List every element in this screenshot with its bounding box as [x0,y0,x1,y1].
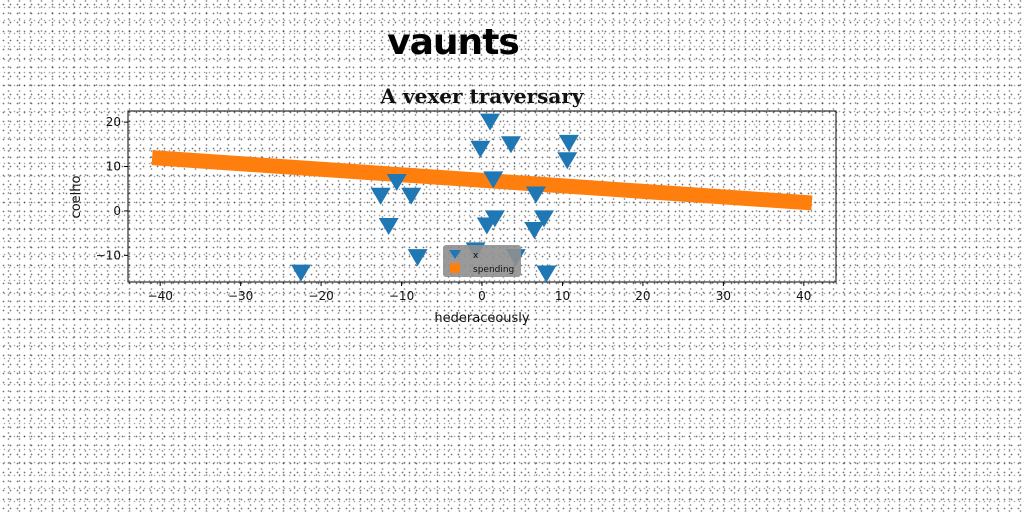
y-axis-ticks: −10 0 10 20 [96,115,128,262]
data-point [378,217,399,235]
x-tick-label: 0 [478,289,486,303]
x-tick-label: 20 [635,289,650,303]
data-point [407,249,428,267]
x-tick-label: 40 [796,289,811,303]
chart-title: A vexer traversary [380,84,584,108]
y-tick-label: 10 [106,160,121,174]
legend-label-spending: spending [473,265,514,275]
x-tick-label: −20 [308,289,333,303]
data-point [470,140,491,158]
data-point [386,174,407,192]
x-tick-label: 10 [555,289,570,303]
legend-marker-spending [450,263,460,273]
y-tick-label: 20 [106,115,121,129]
legend-box [443,245,521,277]
y-tick-label: 0 [113,204,121,218]
x-tick-label: −40 [148,289,173,303]
series-line-spending [151,150,813,211]
data-point [525,186,546,204]
data-point [290,264,311,282]
data-point [557,152,578,170]
x-axis-label: hederaceously [434,311,530,326]
x-tick-label: −30 [228,289,253,303]
data-point [480,113,501,131]
data-point [524,221,545,239]
x-axis-ticks: −40 −30 −20 −10 0 10 20 30 40 [148,282,811,303]
data-point [533,210,554,228]
data-point [370,187,391,205]
legend-label-x: x [473,251,479,261]
data-point [483,171,504,189]
data-point [558,134,579,152]
x-tick-label: 30 [716,289,731,303]
data-point [476,217,497,235]
data-point [500,136,521,154]
legend-marker-x [449,250,461,259]
data-point [536,265,557,283]
page-title: vaunts [387,22,520,63]
legend: x spending [443,245,521,277]
x-tick-label: −10 [389,289,414,303]
data-point [401,187,422,205]
y-tick-label: −10 [96,248,121,262]
y-axis-label: coelho [69,176,84,219]
